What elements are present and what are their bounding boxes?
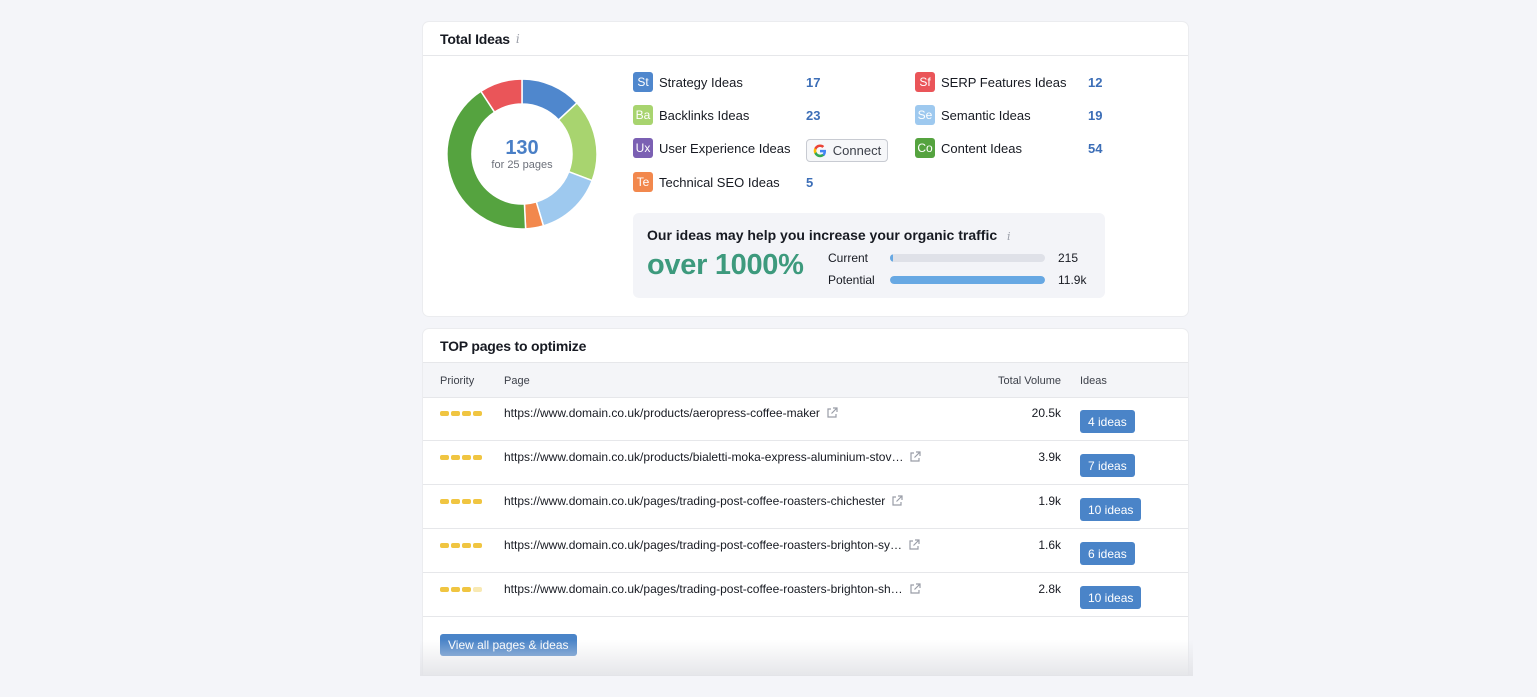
traffic-headline: over 1000% [647,249,804,281]
idea-row-semantic[interactable]: Se Semantic Ideas [915,105,1031,125]
idea-row-content[interactable]: Co Content Ideas [915,138,1022,158]
page-url-link[interactable]: https://www.domain.co.uk/pages/trading-p… [504,494,903,508]
potential-value: 11.9k [1058,273,1087,287]
priority-indicator [440,411,482,416]
google-connect-button[interactable]: Connect [806,139,888,162]
page-url: https://www.domain.co.uk/pages/trading-p… [504,494,886,508]
page-url-link[interactable]: https://www.domain.co.uk/pages/trading-p… [504,582,921,596]
technical-seo-badge-icon: Te [633,172,653,192]
backlinks-badge-icon: Ba [633,105,653,125]
semantic-badge-icon: Se [915,105,935,125]
ideas-button[interactable]: 10 ideas [1080,498,1142,521]
traffic-forecast-box: Our ideas may help you increase your org… [633,213,1105,298]
page-url-link[interactable]: https://www.domain.co.uk/products/aeropr… [504,406,838,420]
table-row: https://www.domain.co.uk/pages/trading-p… [423,529,1188,573]
idea-label: SERP Features Ideas [941,74,1067,90]
current-traffic-bar [890,254,1045,262]
potential-traffic-bar [890,276,1045,284]
total-ideas-card: Total Ideas i 130 for 25 pages St Strate… [423,22,1188,316]
top-pages-header: TOP pages to optimize [423,329,1188,363]
page-url-link[interactable]: https://www.domain.co.uk/pages/trading-p… [504,538,920,552]
table-row: https://www.domain.co.uk/pages/trading-p… [423,485,1188,529]
col-ideas[interactable]: Ideas [1080,375,1107,387]
table-header: Priority Page Total Volume Ideas [423,362,1188,398]
idea-row-user-experience[interactable]: Ux User Experience Ideas [633,138,791,158]
donut-segment-semantic-ideas[interactable] [535,170,594,227]
info-icon[interactable]: i [515,31,520,46]
total-volume: 1.9k [1038,494,1061,508]
ideas-button[interactable]: 4 ideas [1080,410,1135,433]
idea-label: Semantic Ideas [941,107,1031,123]
donut-segment-content-ideas[interactable] [446,90,527,230]
idea-label: Backlinks Ideas [659,107,750,123]
total-ideas-title: Total Ideas [440,30,510,47]
idea-count-content[interactable]: 54 [1088,141,1103,156]
priority-indicator [440,499,482,504]
priority-indicator [440,543,482,548]
idea-label: Strategy Ideas [659,74,743,90]
info-icon[interactable]: i [1007,230,1011,243]
page-url: https://www.domain.co.uk/products/aeropr… [504,406,820,420]
total-volume: 2.8k [1038,582,1061,596]
ideas-button[interactable]: 10 ideas [1080,586,1142,609]
idea-row-technical-seo[interactable]: Te Technical SEO Ideas [633,172,780,192]
total-volume: 1.6k [1038,538,1061,552]
ideas-donut-chart [446,78,598,230]
col-page[interactable]: Page [504,375,530,387]
top-pages-title: TOP pages to optimize [440,338,587,354]
priority-indicator [440,587,482,592]
idea-row-backlinks[interactable]: Ba Backlinks Ideas [633,105,749,125]
external-link-icon[interactable] [891,495,903,507]
page-url: https://www.domain.co.uk/products/bialet… [504,450,904,464]
view-all-pages-button[interactable]: View all pages & ideas [440,634,577,656]
connect-label: Connect [832,143,882,158]
page-url: https://www.domain.co.uk/pages/trading-p… [504,582,903,596]
traffic-title: Our ideas may help you increase your org… [647,227,1011,243]
external-link-icon[interactable] [826,407,838,419]
traffic-title-text: Our ideas may help you increase your org… [647,227,998,243]
top-pages-card: TOP pages to optimize Priority Page Tota… [423,329,1188,675]
idea-count-serp-features[interactable]: 12 [1088,75,1103,90]
ideas-button[interactable]: 7 ideas [1080,454,1135,477]
potential-traffic-fill [890,276,1045,284]
idea-count-technical-seo[interactable]: 5 [806,175,814,190]
current-value: 215 [1058,251,1079,265]
total-volume: 20.5k [1031,406,1061,420]
page-url: https://www.domain.co.uk/pages/trading-p… [504,538,902,552]
user-experience-badge-icon: Ux [633,138,653,158]
donut-segment-serp-features-ideas[interactable] [479,78,523,114]
total-volume: 3.9k [1038,450,1061,464]
idea-row-serp-features[interactable]: Sf SERP Features Ideas [915,72,1067,92]
idea-count-strategy[interactable]: 17 [806,75,821,90]
col-priority[interactable]: Priority [440,375,475,387]
total-ideas-header: Total Ideas i [423,22,1188,56]
current-traffic-fill [890,254,893,262]
col-total-volume[interactable]: Total Volume [998,375,1061,387]
ideas-button[interactable]: 6 ideas [1080,542,1135,565]
idea-count-semantic[interactable]: 19 [1088,108,1103,123]
google-icon [813,144,826,157]
idea-count-backlinks[interactable]: 23 [806,108,821,123]
idea-label: Content Ideas [941,140,1022,156]
external-link-icon[interactable] [909,583,921,595]
idea-row-strategy[interactable]: St Strategy Ideas [633,72,743,92]
content-badge-icon: Co [915,138,935,158]
table-row: https://www.domain.co.uk/pages/trading-p… [423,573,1188,617]
priority-indicator [440,455,482,460]
serp-features-badge-icon: Sf [915,72,935,92]
table-row: https://www.domain.co.uk/products/bialet… [423,441,1188,485]
strategy-badge-icon: St [633,72,653,92]
donut-segment-backlinks-ideas[interactable] [557,101,598,182]
current-label: Current [828,251,869,265]
external-link-icon[interactable] [909,451,922,463]
external-link-icon[interactable] [908,539,920,551]
idea-label: Technical SEO Ideas [659,174,780,190]
page-url-link[interactable]: https://www.domain.co.uk/products/bialet… [504,450,922,464]
potential-label: Potential [828,273,875,287]
table-row: https://www.domain.co.uk/products/aeropr… [423,397,1188,441]
idea-label: User Experience Ideas [659,140,791,156]
